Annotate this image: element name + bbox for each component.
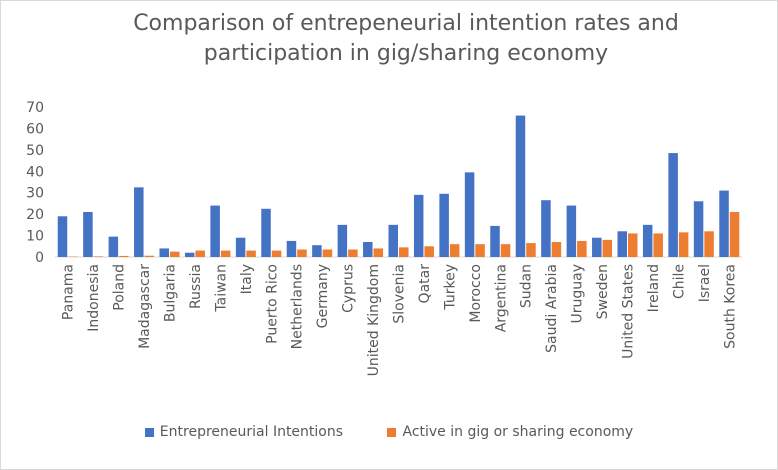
x-tick-label: Morocco xyxy=(468,264,484,323)
x-tick-label: Slovenia xyxy=(392,264,408,324)
bar-entrepreneurial-intentions-morocco xyxy=(464,172,475,257)
bar-gig-economy-russia xyxy=(195,250,205,257)
bar-entrepreneurial-intentions-indonesia xyxy=(83,212,93,257)
x-tick-label: United States xyxy=(621,264,637,359)
x-tick-label: Uruguay xyxy=(570,264,586,324)
bar-gig-economy-uruguay xyxy=(577,240,587,257)
bar-entrepreneurial-intentions-argentina xyxy=(490,225,500,257)
bar-entrepreneurial-intentions-germany xyxy=(312,245,322,257)
x-tick-label: Bulgaria xyxy=(163,264,179,322)
legend-label-entrepreneurial-intentions: Entrepreneurial Intentions xyxy=(159,424,344,440)
legend-item-entrepreneurial-intentions: Entrepreneurial Intentions xyxy=(144,424,344,440)
bar-gig-economy-sweden xyxy=(602,239,613,257)
bar-gig-economy-puerto-rico xyxy=(271,250,282,257)
bar-entrepreneurial-intentions-bulgaria xyxy=(159,248,169,257)
bar-gig-economy-south-korea xyxy=(729,212,740,257)
y-tick-label: 0 xyxy=(35,250,44,266)
x-tick-label: Russia xyxy=(188,264,204,309)
y-tick-label: 60 xyxy=(26,121,44,137)
x-tick-label: Cyprus xyxy=(341,264,357,313)
legend-swatch-entrepreneurial-intentions xyxy=(144,427,154,437)
bar-entrepreneurial-intentions-uruguay xyxy=(566,205,577,257)
bar-entrepreneurial-intentions-russia xyxy=(184,252,195,257)
bar-entrepreneurial-intentions-cyprus xyxy=(337,224,348,257)
x-tick-label: Sudan xyxy=(519,264,535,308)
bar-entrepreneurial-intentions-puerto-rico xyxy=(261,208,271,257)
bar-entrepreneurial-intentions-israel xyxy=(693,201,704,257)
x-tick-label: United Kingdom xyxy=(366,264,382,376)
bar-gig-economy-germany xyxy=(322,249,333,257)
y-tick-label: 40 xyxy=(26,164,44,180)
bar-gig-economy-indonesia xyxy=(93,256,104,257)
bar-entrepreneurial-intentions-netherlands xyxy=(286,240,297,257)
bar-entrepreneurial-intentions-chile xyxy=(668,153,678,257)
bar-entrepreneurial-intentions-sudan xyxy=(515,115,526,257)
x-tick-label: Poland xyxy=(112,264,128,311)
legend-item-gig-economy: Active in gig or sharing economy xyxy=(387,424,633,440)
x-tick-label: Madagascar xyxy=(137,264,153,349)
bar-gig-economy-qatar xyxy=(424,246,434,257)
bar-gig-economy-argentina xyxy=(500,244,511,257)
bar-gig-economy-united-states xyxy=(628,233,638,257)
bar-entrepreneurial-intentions-south-korea xyxy=(719,190,729,257)
y-tick-label: 50 xyxy=(26,143,44,159)
bar-gig-economy-madagascar xyxy=(144,255,155,257)
bar-entrepreneurial-intentions-qatar xyxy=(413,194,424,257)
bar-gig-economy-chile xyxy=(678,232,689,257)
x-tick-label: Chile xyxy=(671,264,687,299)
x-tick-label: Sweden xyxy=(595,264,611,319)
x-tick-label: Saudi Arabia xyxy=(544,264,560,353)
x-tick-label: Indonesia xyxy=(86,264,102,332)
x-tick-label: Germany xyxy=(315,264,331,328)
x-tick-label: Puerto Rico xyxy=(264,264,280,344)
bar-gig-economy-cyprus xyxy=(348,249,358,257)
bar-entrepreneurial-intentions-panama xyxy=(57,216,68,257)
bar-gig-economy-poland xyxy=(119,255,129,257)
bar-entrepreneurial-intentions-turkey xyxy=(439,193,449,257)
bar-entrepreneurial-intentions-ireland xyxy=(642,224,653,257)
bar-gig-economy-netherlands xyxy=(297,249,307,257)
y-tick-label: 30 xyxy=(26,186,44,202)
x-tick-label: Panama xyxy=(61,264,77,320)
bar-entrepreneurial-intentions-poland xyxy=(108,236,119,257)
bar-gig-economy-sudan xyxy=(526,243,536,257)
bar-gig-economy-taiwan xyxy=(220,250,231,257)
chart-title: Comparison of entrepeneurial intention r… xyxy=(133,11,679,66)
legend-label-gig-economy: Active in gig or sharing economy xyxy=(402,424,634,440)
bar-entrepreneurial-intentions-sweden xyxy=(592,237,602,257)
bar-gig-economy-morocco xyxy=(475,244,485,257)
y-tick-label: 20 xyxy=(26,207,44,223)
bar-entrepreneurial-intentions-madagascar xyxy=(134,187,144,257)
bar-entrepreneurial-intentions-taiwan xyxy=(210,205,220,257)
bar-entrepreneurial-intentions-united-states xyxy=(617,231,627,257)
bar-entrepreneurial-intentions-saudi-arabia xyxy=(541,200,551,257)
y-tick-label: 70 xyxy=(26,100,44,116)
bar-entrepreneurial-intentions-united-kingdom xyxy=(363,242,373,257)
bar-gig-economy-turkey xyxy=(449,244,460,257)
bar-entrepreneurial-intentions-slovenia xyxy=(388,224,398,257)
x-tick-label: Italy xyxy=(239,264,255,294)
legend: Entrepreneurial Intentions Active in gig… xyxy=(0,424,778,441)
legend-swatch-gig-economy xyxy=(387,427,397,437)
x-tick-label: Netherlands xyxy=(290,264,306,349)
bar-gig-economy-slovenia xyxy=(399,247,409,257)
x-tick-label: Israel xyxy=(697,264,713,302)
x-tick-label: Argentina xyxy=(493,264,509,332)
x-tick-label: Turkey xyxy=(442,264,458,311)
bar-gig-economy-united-kingdom xyxy=(373,248,384,257)
bar-gig-economy-saudi-arabia xyxy=(551,242,562,257)
x-tick-label: Qatar xyxy=(417,264,433,304)
y-tick-label: 10 xyxy=(26,229,44,245)
x-tick-label: Taiwan xyxy=(213,264,229,313)
bar-entrepreneurial-intentions-italy xyxy=(235,237,246,257)
x-tick-label: Ireland xyxy=(646,264,662,312)
x-tick-label: South Korea xyxy=(722,264,738,349)
bar-gig-economy-ireland xyxy=(653,233,663,257)
bar-gig-economy-bulgaria xyxy=(170,251,180,257)
bar-gig-economy-italy xyxy=(246,250,256,257)
bar-gig-economy-israel xyxy=(704,231,714,257)
